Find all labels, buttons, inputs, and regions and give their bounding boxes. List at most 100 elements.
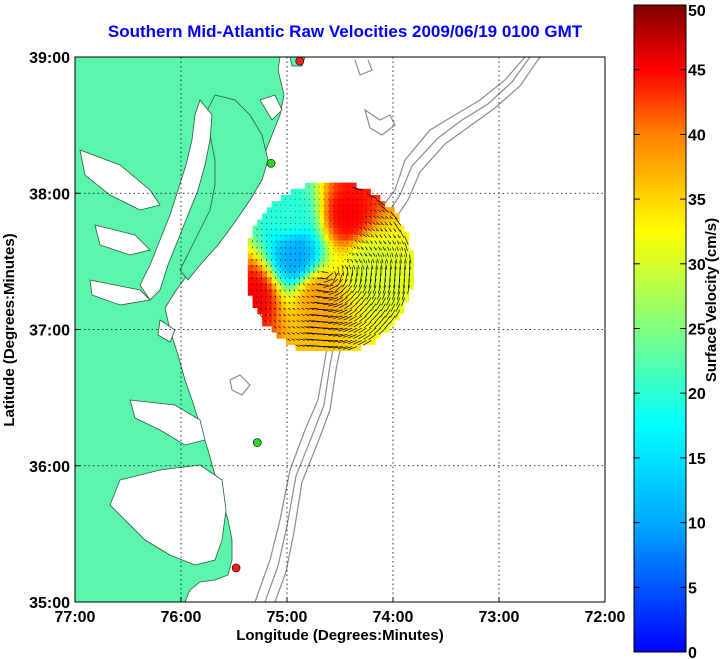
velocity-cell: [395, 280, 405, 290]
velocity-arrow: [383, 279, 386, 288]
velocity-cell: [333, 342, 343, 351]
velocity-cell: [300, 305, 309, 315]
velocity-arrow: [328, 333, 338, 336]
velocity-arrow: [338, 333, 348, 338]
velocity-cell: [347, 342, 357, 351]
velocity-cell: [252, 280, 262, 290]
velocity-cell: [271, 274, 281, 284]
velocity-cell: [285, 293, 295, 302]
velocity-cell: [347, 274, 357, 284]
velocity-cell: [371, 293, 381, 302]
velocity-arrow: [409, 254, 412, 264]
velocity-cell: [262, 274, 271, 284]
velocity-cell: [281, 305, 290, 315]
velocity-cell: [309, 299, 319, 309]
velocity-arrow: [404, 260, 406, 270]
velocity-cell: [390, 293, 400, 302]
velocity-arrow: [343, 333, 353, 338]
velocity-cell: [285, 329, 295, 339]
velocity-cell: [357, 311, 367, 321]
velocity-cell: [309, 305, 319, 315]
velocity-cell: [357, 323, 367, 333]
velocity-cell: [400, 286, 410, 296]
colorbar-tick-label: 5: [688, 580, 697, 597]
velocity-cell: [357, 293, 367, 302]
velocity-arrow: [363, 278, 367, 288]
velocity-cell: [285, 323, 295, 333]
velocity-cell: [271, 305, 281, 315]
velocity-arrow: [358, 278, 363, 288]
velocity-cell: [328, 299, 338, 309]
velocity-arrow: [323, 309, 334, 312]
velocity-arrow: [382, 285, 386, 294]
velocity-arrow: [358, 333, 367, 340]
velocity-cell: [266, 293, 276, 302]
velocity-cell: [276, 317, 286, 327]
colorbar-tick-label: 20: [688, 386, 706, 403]
velocity-cell: [376, 280, 386, 290]
velocity-cell: [328, 323, 338, 333]
velocity-arrow: [336, 278, 343, 287]
velocity-cell: [400, 280, 410, 290]
velocity-cell: [295, 311, 305, 321]
velocity-arrow: [343, 327, 353, 332]
velocity-cell: [333, 305, 343, 315]
velocity-cell: [319, 268, 328, 278]
velocity-arrow: [386, 291, 391, 300]
velocity-arrow: [338, 315, 348, 320]
velocity-arrow: [343, 340, 353, 344]
velocity-arrow: [343, 315, 353, 321]
velocity-cell: [285, 286, 295, 296]
velocity-arrow: [351, 266, 354, 276]
velocity-cell: [400, 274, 410, 284]
velocity-arrow: [369, 315, 377, 323]
velocity-cell: [252, 299, 262, 309]
velocity-cell: [333, 311, 343, 321]
velocity-cell: [276, 311, 286, 321]
velocity-cell: [352, 280, 362, 290]
velocity-cell: [395, 293, 405, 302]
y-tick-label: 37:00: [29, 323, 70, 340]
velocity-cell: [309, 280, 319, 290]
velocity-arrow: [380, 309, 386, 318]
velocity-cell: [371, 280, 381, 290]
velocity-arrow: [361, 291, 367, 300]
velocity-cell: [257, 293, 266, 302]
velocity-arrow: [348, 327, 358, 333]
velocity-arrow: [391, 291, 396, 300]
colorbar-label: Surface Velocity (cm/s): [703, 218, 720, 382]
velocity-cell: [309, 268, 319, 278]
velocity-cell: [324, 286, 333, 296]
radar-stations: [231, 57, 305, 573]
x-tick-label: 75:00: [267, 609, 308, 626]
velocity-cell: [390, 311, 400, 321]
velocity-arrow: [353, 333, 362, 339]
velocity-cell: [386, 280, 395, 290]
velocity-cell: [309, 286, 319, 296]
velocity-cell: [300, 280, 309, 290]
velocity-cell: [343, 336, 352, 345]
velocity-cell: [266, 305, 276, 315]
velocity-arrow: [369, 321, 377, 329]
velocity-arrow: [333, 315, 343, 319]
velocity-cell: [395, 286, 405, 296]
velocity-arrow: [384, 315, 391, 324]
velocity-cell: [347, 280, 357, 290]
velocity-cell: [357, 280, 367, 290]
velocity-arrow: [365, 297, 372, 306]
velocity-arrow: [338, 303, 348, 309]
velocity-cell: [376, 286, 386, 296]
velocity-cell: [252, 286, 262, 296]
velocity-arrow: [385, 309, 391, 318]
velocity-cell: [386, 311, 395, 321]
velocity-cell: [247, 280, 257, 290]
velocity-cell: [343, 311, 352, 321]
velocity-cell: [300, 299, 309, 309]
velocity-cell: [309, 311, 319, 321]
velocity-arrow: [394, 260, 397, 270]
velocity-arrow: [338, 340, 348, 344]
velocity-cell: [262, 268, 271, 278]
velocity-arrow: [354, 303, 362, 311]
velocity-cell: [295, 274, 305, 284]
velocity-cell: [324, 305, 333, 315]
